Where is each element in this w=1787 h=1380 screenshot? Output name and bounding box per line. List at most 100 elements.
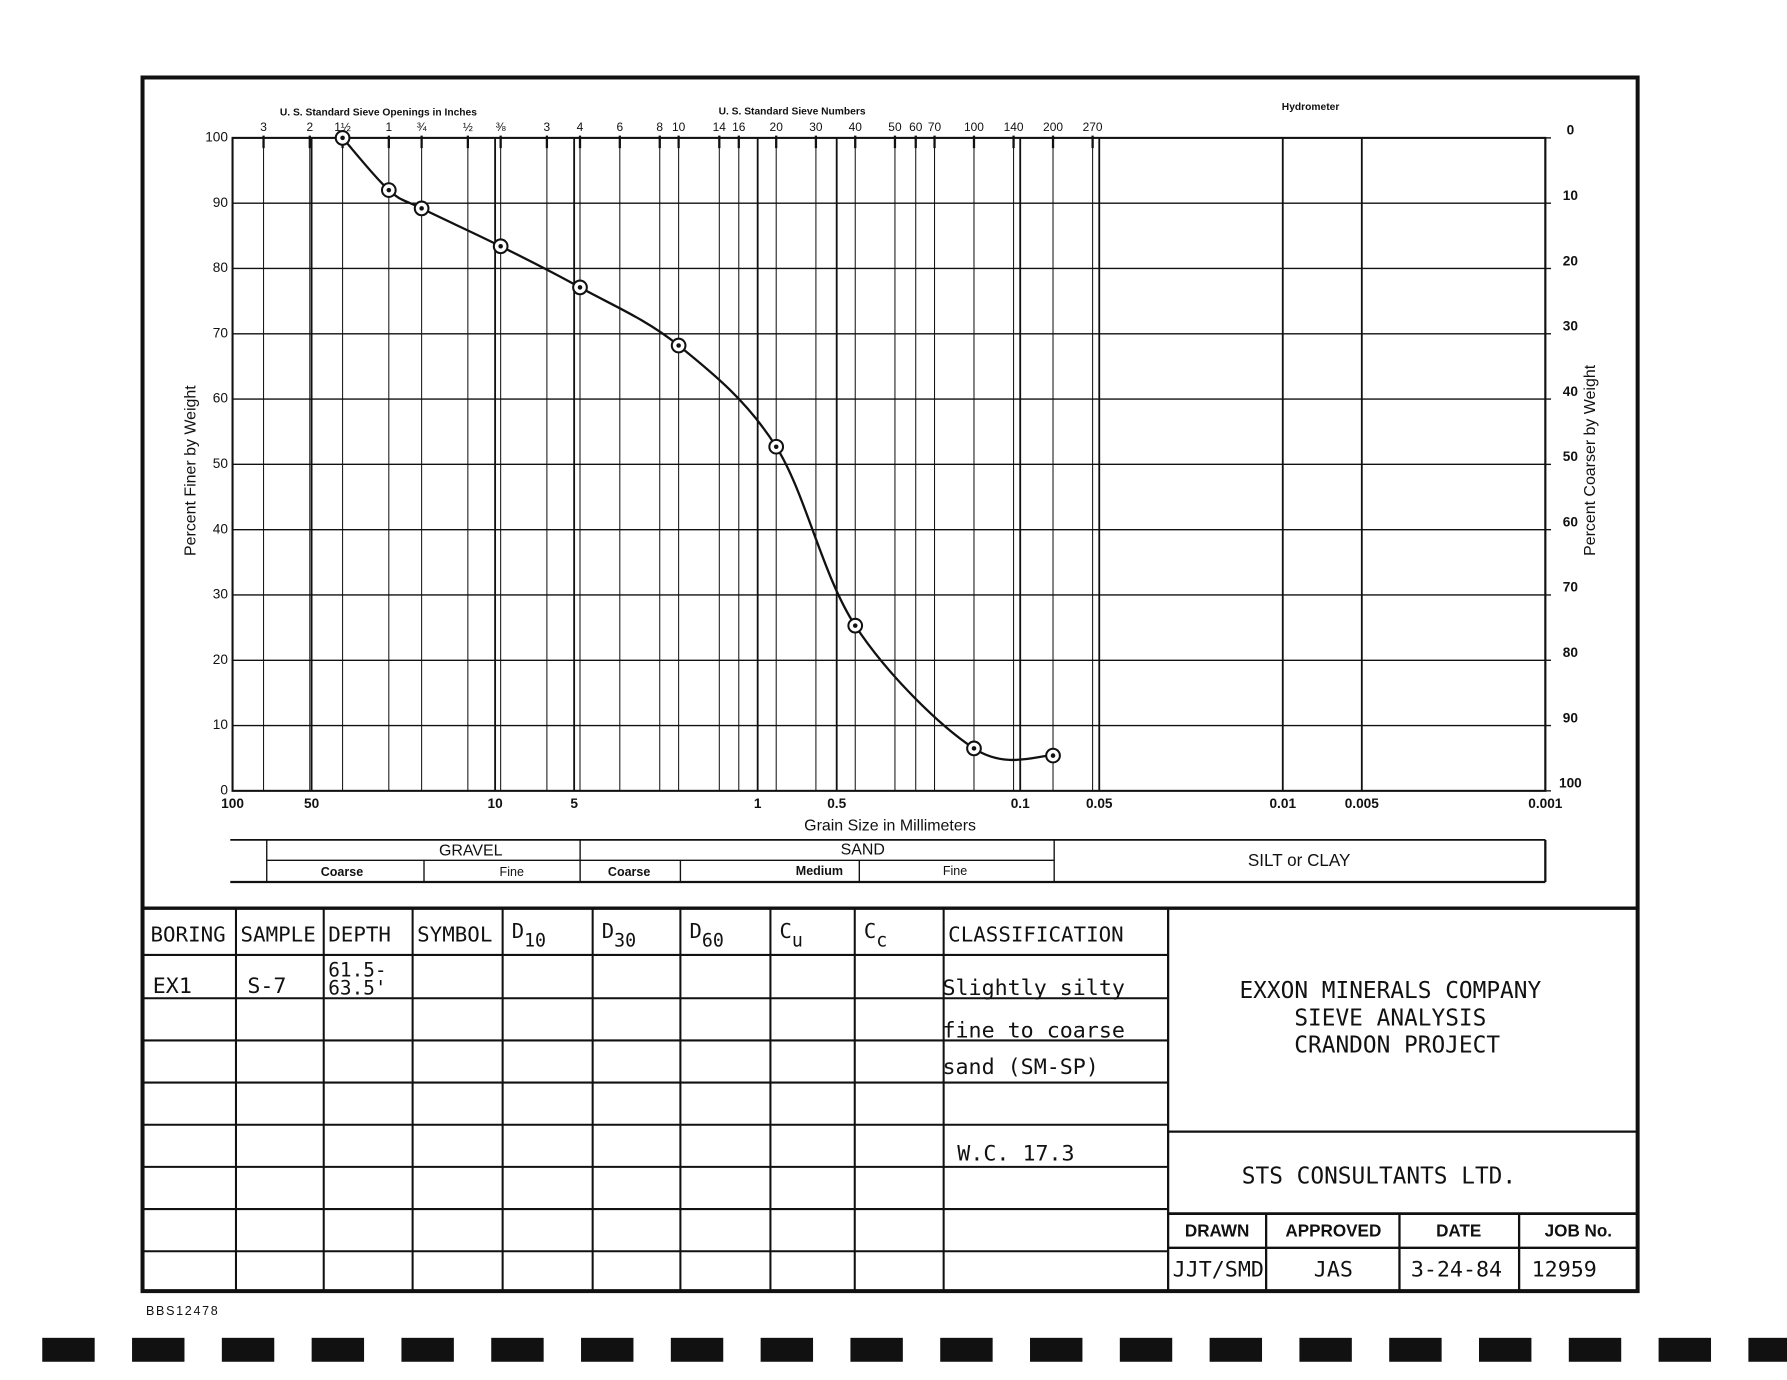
y2-tick-label: 70 <box>1563 580 1579 595</box>
consultant: STS CONSULTANTS LTD. <box>1242 1164 1516 1190</box>
edge-mark <box>491 1337 544 1362</box>
table-header: D60 <box>690 919 724 951</box>
edge-mark <box>1748 1337 1787 1362</box>
x2-tick-label: 8 <box>656 120 663 134</box>
x2-tick-label: 6 <box>616 120 623 134</box>
x2-tick-label: 3 <box>544 120 551 134</box>
x2-tick-label: 3 <box>260 120 267 134</box>
block-value: 3-24-84 <box>1411 1258 1502 1283</box>
band-label: SAND <box>841 841 885 858</box>
cell-classification: sand (SM-SP) <box>943 1055 1099 1080</box>
company: EXXON MINERALS COMPANY <box>1239 978 1541 1004</box>
x2-tick-label: 100 <box>964 120 984 134</box>
y2-tick-label: 60 <box>1563 514 1579 529</box>
cell-depth: 63.5' <box>328 977 386 1000</box>
x-tick-label: 0.05 <box>1086 796 1113 811</box>
y2-tick-label: 0 <box>1567 123 1575 138</box>
table-header: DEPTH <box>328 923 391 947</box>
x-tick-label: 1 <box>754 796 762 811</box>
x2-tick-label: 10 <box>672 120 686 134</box>
cell-depth: 61.5- <box>328 958 386 981</box>
x2-tick-label: 20 <box>770 120 784 134</box>
y-tick-label: 50 <box>213 456 229 471</box>
x2-title-numbers: U. S. Standard Sieve Numbers <box>719 106 866 117</box>
band-sublabel: Medium <box>796 864 843 878</box>
block-header: DATE <box>1436 1221 1481 1240</box>
plot-area <box>231 136 1547 792</box>
block-header: JOB No. <box>1545 1221 1612 1240</box>
table-header: BORING <box>151 923 226 947</box>
data-point-center <box>498 243 503 249</box>
footer-code: BBS12478 <box>146 1304 220 1318</box>
cell-classification: Slightly silty <box>943 976 1125 1001</box>
band-label: GRAVEL <box>439 842 503 859</box>
x2-tick-label: ¾ <box>417 120 428 134</box>
x-axis-title: Grain Size in Millimeters <box>804 817 976 834</box>
y-axis-title: Percent Finer by Weight <box>183 385 200 556</box>
y-tick-label: 70 <box>213 325 229 340</box>
y-tick-label: 60 <box>213 391 229 406</box>
block-value: JJT/SMD <box>1173 1258 1264 1283</box>
edge-mark <box>670 1337 724 1362</box>
y2-tick-label: 30 <box>1563 319 1579 334</box>
y2-tick-label: 20 <box>1563 253 1579 268</box>
header-symbol: D <box>690 919 702 943</box>
x2-tick-label: 140 <box>1004 120 1024 134</box>
edge-mark <box>42 1337 95 1362</box>
header-subscript: c <box>876 930 887 951</box>
table-header: D10 <box>512 919 546 951</box>
band-label: SILT or CLAY <box>1248 851 1351 870</box>
x-tick-label: 0.1 <box>1011 796 1030 811</box>
header-subscript: u <box>792 930 803 951</box>
band-sublabel: Coarse <box>321 865 363 879</box>
x2-tick-label: 60 <box>909 120 923 134</box>
edge-mark <box>1299 1337 1352 1362</box>
x2-tick-label: 4 <box>577 120 584 134</box>
table-header: Cu <box>780 919 803 951</box>
y-tick-label: 0 <box>220 782 228 797</box>
table-header: Cc <box>864 919 887 951</box>
soil-band: GRAVEL SAND SILT or CLAY Coarse Fine Coa… <box>230 838 1547 884</box>
x-tick-label: 50 <box>304 796 320 811</box>
x-tick-label: 0.001 <box>1528 796 1563 811</box>
data-point-center <box>773 444 779 450</box>
y-tick-label: 80 <box>213 260 229 275</box>
block-header: DRAWN <box>1185 1221 1250 1240</box>
x2-tick-label: 40 <box>849 120 863 134</box>
x-tick-label: 5 <box>570 796 578 811</box>
band-sublabel: Fine <box>500 865 524 879</box>
y-tick-label: 100 <box>205 129 228 144</box>
y2-tick-label: 10 <box>1563 188 1579 203</box>
x2-tick-label: 270 <box>1083 120 1103 134</box>
y2-tick-label: 90 <box>1563 710 1579 725</box>
edge-mark <box>1389 1337 1442 1362</box>
x2-tick-label: 1½ <box>334 120 351 134</box>
header-symbol: C <box>780 919 792 943</box>
edge-mark <box>1119 1337 1173 1362</box>
table-header: CLASSIFICATION <box>948 923 1123 947</box>
data-point-center <box>386 187 392 193</box>
edge-mark <box>760 1337 814 1362</box>
x2-tick-label: 14 <box>713 120 727 134</box>
header-subscript: 60 <box>702 930 724 951</box>
block-header: APPROVED <box>1285 1221 1381 1240</box>
data-point-center <box>1050 753 1056 758</box>
project: CRANDON PROJECT <box>1294 1033 1500 1059</box>
cell-classification: fine to coarse <box>943 1018 1125 1043</box>
edge-mark <box>401 1337 454 1362</box>
data-table: EX1 S-7 61.5- 63.5' Slightly silty fine … <box>142 908 1169 1292</box>
x2-title-inches: U. S. Standard Sieve Openings in Inches <box>280 108 477 119</box>
band-sublabel: Coarse <box>608 865 650 879</box>
y-tick-label: 30 <box>213 587 229 602</box>
x2-tick-label: 30 <box>809 120 823 134</box>
y2-tick-label: 100 <box>1559 776 1582 791</box>
edge-mark <box>132 1337 185 1362</box>
hydrometer-label: Hydrometer <box>1282 102 1340 113</box>
y-tick-label: 90 <box>213 195 229 210</box>
header-subscript: 10 <box>524 930 546 951</box>
y-tick-label: 10 <box>213 717 229 732</box>
table-header: SYMBOL <box>417 923 492 947</box>
header-subscript: 30 <box>614 930 636 951</box>
edge-mark <box>221 1337 275 1362</box>
